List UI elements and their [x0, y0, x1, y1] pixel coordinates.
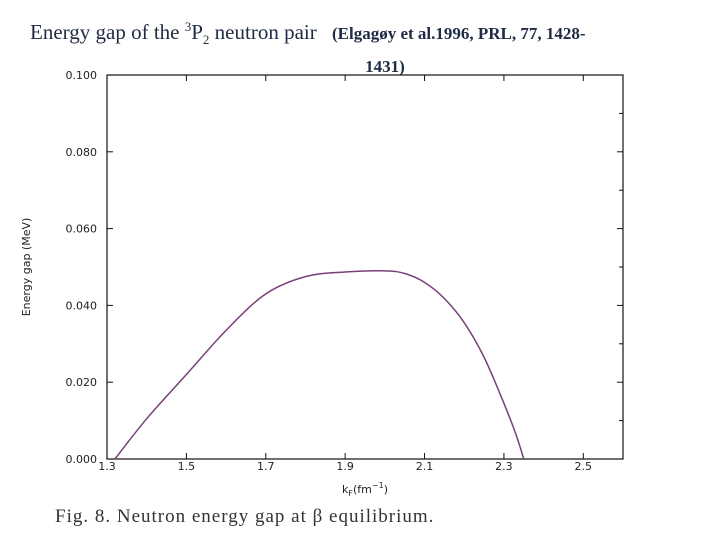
y-tick-label: 0.000 — [66, 453, 98, 466]
x-tick-label: 2.5 — [575, 460, 593, 473]
x-axis-label-sup: −1 — [372, 481, 384, 490]
x-axis-label-sub: F — [348, 489, 353, 498]
x-tick-label: 1.9 — [336, 460, 354, 473]
figure-caption: Fig. 8. Neutron energy gap at β equilibr… — [55, 506, 435, 527]
title-rest: neutron pair — [209, 20, 317, 44]
x-axis-label-unit: (fm — [353, 483, 372, 496]
citation-line-2: 1431) — [365, 57, 405, 77]
series-group — [114, 270, 525, 460]
y-tick-label: 0.020 — [66, 376, 98, 389]
slide-title: Energy gap of the 3P2 neutron pair (Elga… — [30, 10, 700, 77]
title-superscript: 3 — [184, 19, 192, 34]
x-tick-label: 1.3 — [98, 460, 116, 473]
y-tick-label: 0.040 — [66, 299, 98, 312]
tick-group: 1.3 1.5 1.7 1.9 2.1 2.3 2.5 0.000 0.020 0.040 0.06… — [66, 69, 623, 473]
x-tick-label: 1.7 — [257, 460, 275, 473]
y-tick-label: 0.060 — [66, 223, 98, 236]
title-subscript: 2 — [202, 32, 210, 48]
title-p: P — [191, 20, 203, 44]
y-axis-label: Energy gap (MeV) — [20, 218, 33, 317]
energy-gap-line — [114, 270, 525, 460]
y-tick-label: 0.100 — [66, 69, 98, 82]
x-tick-label: 1.5 — [178, 460, 196, 473]
x-axis-label: kF(fm−1) — [342, 481, 388, 498]
x-axis-label-k: k — [342, 483, 349, 496]
plot-frame — [106, 74, 624, 460]
x-tick-label: 2.3 — [495, 460, 513, 473]
y-tick-label: 0.080 — [66, 146, 98, 159]
x-tick-label: 2.1 — [416, 460, 434, 473]
x-axis-label-close: ) — [384, 483, 388, 496]
title-main: Energy gap of the — [30, 20, 180, 44]
citation-line-1: (Elgagøy et al.1996, PRL, 77, 1428- — [331, 24, 586, 43]
